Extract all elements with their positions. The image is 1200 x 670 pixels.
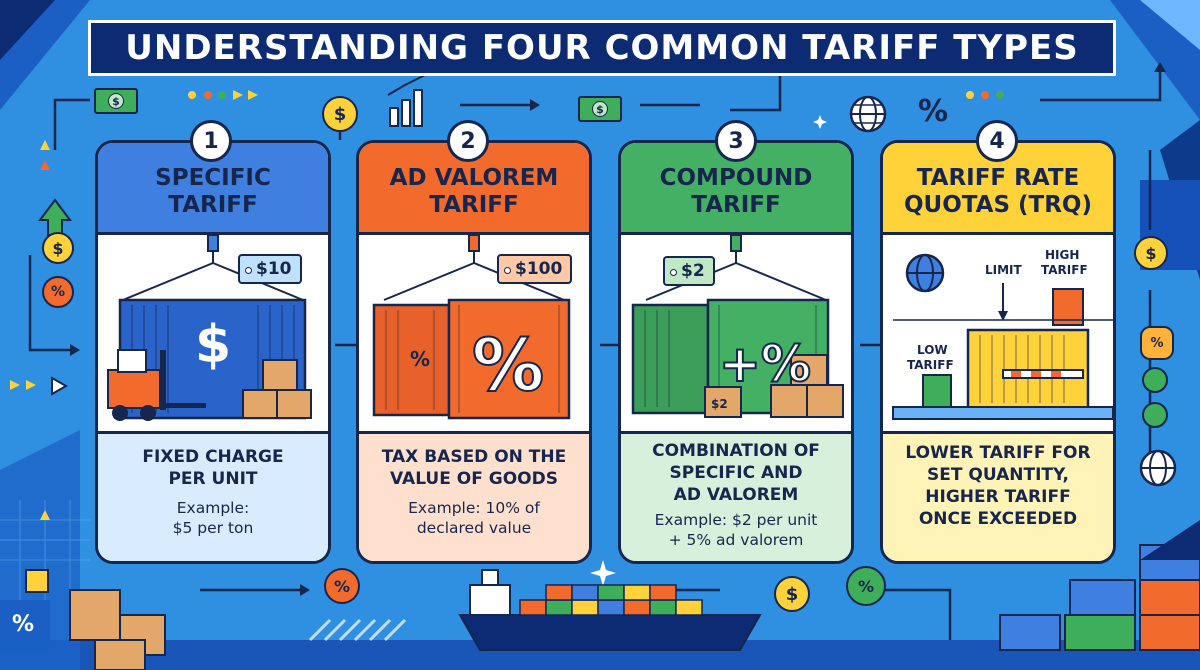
card-compound-tariff: COMPOUND TARIFF +% $2 $2 COMBINA: [618, 140, 854, 564]
percent-coin-icon: %: [42, 276, 74, 308]
step-number-3: 3: [715, 120, 757, 162]
card-title-line2: TARIFF: [168, 191, 258, 218]
card-description: TAX BASED ON THE VALUE OF GOODS: [381, 447, 567, 489]
quota-illustration: [892, 253, 1113, 420]
card-body: COMBINATION OF SPECIFIC AND AD VALOREM E…: [621, 434, 851, 561]
container-crane-illustration: [372, 235, 571, 420]
percent-icon: %: [918, 94, 949, 129]
low-tariff-label-line2: TARIFF: [907, 358, 954, 372]
high-tariff-label-line1: HIGH: [1045, 248, 1080, 262]
price-tag: $100: [497, 254, 573, 284]
box-label: $2: [711, 397, 728, 411]
card-title-line2: TARIFF: [691, 191, 781, 218]
percent-coin-icon: %: [324, 568, 360, 604]
card-tariff-rate-quotas: TARIFF RATE QUOTAS (TRQ) LIMIT HIGH: [880, 140, 1116, 564]
card-body: TAX BASED ON THE VALUE OF GOODS Example:…: [359, 434, 589, 561]
container-symbol: $: [195, 315, 232, 375]
step-number-1: 1: [190, 120, 232, 162]
dollar-bill-icon: $: [94, 88, 138, 114]
step-number-2: 2: [447, 120, 489, 162]
limit-label: LIMIT: [985, 263, 1022, 277]
card-title-line1: SPECIFIC: [155, 164, 271, 191]
card-header: COMPOUND TARIFF: [621, 143, 851, 235]
title-banner: UNDERSTANDING FOUR COMMON TARIFF TYPES: [88, 20, 1116, 76]
dollar-coin-icon: $: [322, 96, 358, 132]
card-title-line1: TARIFF RATE: [916, 164, 1080, 191]
card-example: Example: $2 per unit + 5% ad valorem: [654, 511, 818, 549]
high-tariff-label-line2: TARIFF: [1041, 263, 1088, 277]
card-illustration: +% $2 $2: [621, 235, 851, 434]
dollar-coin-icon: $: [1134, 236, 1168, 270]
card-body: FIXED CHARGE PER UNIT Example: $5 per to…: [98, 434, 328, 561]
container-crane-illustration: [631, 235, 844, 418]
price-tag: $10: [238, 254, 302, 284]
container-symbol: +%: [718, 334, 812, 394]
card-illustration: $ $10: [98, 235, 328, 434]
low-tariff-label-line1: LOW: [917, 343, 948, 357]
dollar-coin-icon: $: [42, 232, 74, 264]
card-specific-tariff: SPECIFIC TARIFF: [95, 140, 331, 564]
card-description: FIXED CHARGE PER UNIT: [142, 447, 284, 489]
card-title-line1: AD VALOREM: [389, 164, 559, 191]
percent-coin-icon: %: [846, 566, 886, 606]
card-example: Example: $5 per ton: [172, 499, 254, 537]
page-title: UNDERSTANDING FOUR COMMON TARIFF TYPES: [125, 28, 1079, 68]
card-title-line1: COMPOUND: [659, 164, 813, 191]
card-illustration: LIMIT HIGH TARIFF LOW TARIFF: [883, 235, 1113, 434]
price-tag: $2: [663, 256, 715, 286]
dollar-bill-icon: $: [578, 96, 622, 122]
card-description: COMBINATION OF SPECIFIC AND AD VALOREM: [652, 441, 820, 505]
container-crane-illustration: [107, 235, 312, 421]
card-body: LOWER TARIFF FOR SET QUANTITY, HIGHER TA…: [883, 434, 1113, 561]
card-title-line2: QUOTAS (TRQ): [903, 191, 1093, 218]
card-title-line2: TARIFF: [429, 191, 519, 218]
globe-icon: [1139, 449, 1177, 487]
card-description: LOWER TARIFF FOR SET QUANTITY, HIGHER TA…: [905, 443, 1091, 529]
card-example: Example: 10% of declared value: [408, 499, 540, 537]
dollar-coin-icon: $: [774, 576, 810, 612]
card-ad-valorem-tariff: AD VALOREM TARIFF % % $100 TAX BASED ON …: [356, 140, 592, 564]
container-small-symbol: %: [410, 347, 431, 371]
step-number-4: 4: [976, 120, 1018, 162]
card-header: TARIFF RATE QUOTAS (TRQ): [883, 143, 1113, 235]
percent-icon: %: [12, 612, 35, 637]
card-illustration: % % $100: [359, 235, 589, 434]
globe-icon: [849, 95, 887, 133]
gear-icon: %: [1140, 326, 1174, 360]
container-symbol: %: [471, 322, 545, 408]
